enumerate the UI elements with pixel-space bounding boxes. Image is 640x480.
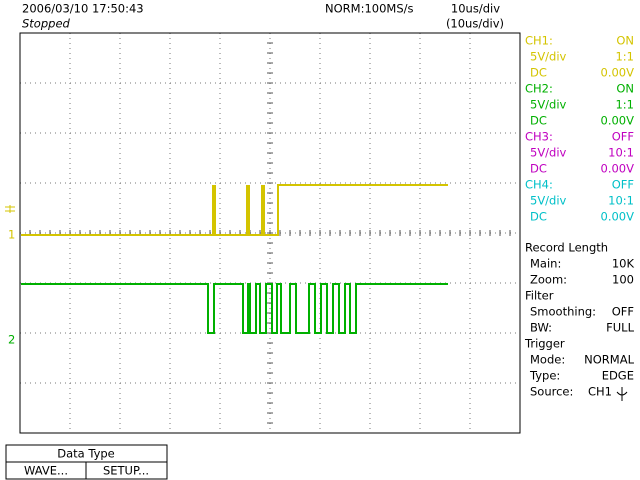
- setting-value: FULL: [606, 321, 634, 335]
- channel-offset: 0.00V: [601, 210, 635, 224]
- menu-button-label[interactable]: SETUP...: [103, 464, 149, 478]
- channel-probe: 1:1: [615, 50, 634, 64]
- channel-offset: 0.00V: [601, 162, 635, 176]
- setting-label: Zoom:: [530, 273, 567, 287]
- status: Stopped: [22, 17, 71, 31]
- ch1-trace: [21, 184, 448, 236]
- ch1-marker: 1: [8, 228, 15, 242]
- graticule: [19, 32, 521, 434]
- setting-value: 100: [612, 273, 634, 287]
- setting-value: EDGE: [602, 369, 634, 383]
- timebase: 10us/div: [451, 2, 500, 16]
- channel-scale: 5V/div: [530, 50, 567, 64]
- channel-coupling: DC: [530, 210, 547, 224]
- section-title: Filter: [525, 289, 554, 303]
- trigger-slope-icon: [616, 387, 628, 401]
- acquisition: NORM:100MS/s: [325, 2, 413, 16]
- setting-label: Smoothing:: [530, 305, 596, 319]
- channel-name: CH1:: [525, 34, 553, 48]
- section-title: Record Length: [525, 241, 608, 255]
- setting-value: CH1: [588, 385, 612, 399]
- graticule-border: [19, 32, 521, 434]
- setting-label: Source:: [530, 385, 573, 399]
- setting-label: Main:: [530, 257, 561, 271]
- trigger-level-marker: [5, 205, 15, 213]
- setting-label: Type:: [529, 369, 560, 383]
- channel-coupling: DC: [530, 162, 547, 176]
- channel-state: ON: [616, 82, 634, 96]
- channel-probe: 1:1: [615, 98, 634, 112]
- channel-name: CH3:: [525, 130, 553, 144]
- channel-state: OFF: [612, 130, 634, 144]
- setting-label: Mode:: [530, 353, 565, 367]
- channel-coupling: DC: [530, 114, 547, 128]
- setting-label: BW:: [530, 321, 552, 335]
- channel-offset: 0.00V: [601, 66, 635, 80]
- channel-coupling: DC: [530, 66, 547, 80]
- ch2-trace: [21, 283, 448, 334]
- setting-value: 10K: [612, 257, 635, 271]
- side-panel: CH1: ON 5V/div 1:1 DC 0.00V CH2: ON 5V/div 1:1 DC 0…: [524, 34, 635, 399]
- setting-value: OFF: [612, 305, 634, 319]
- menu-button-label[interactable]: WAVE...: [24, 464, 68, 478]
- section-title: Trigger: [524, 337, 565, 351]
- channel-offset: 0.00V: [601, 114, 635, 128]
- channel-scale: 5V/div: [530, 98, 567, 112]
- channel-state: OFF: [612, 178, 634, 192]
- channel-probe: 10:1: [608, 194, 634, 208]
- channel-scale: 5V/div: [530, 194, 567, 208]
- datetime: 2006/03/10 17:50:43: [22, 2, 144, 16]
- channel-name: CH2:: [525, 82, 553, 96]
- channel-scale: 5V/div: [530, 146, 567, 160]
- menu-button[interactable]: [85, 461, 168, 480]
- channel-probe: 10:1: [608, 146, 634, 160]
- setting-value: NORMAL: [584, 353, 634, 367]
- zoom-timebase: (10us/div): [446, 17, 504, 31]
- menu-title: Data Type: [57, 447, 115, 461]
- ch2-marker: 2: [8, 333, 15, 347]
- channel-state: ON: [616, 34, 634, 48]
- channel-name: CH4:: [525, 178, 553, 192]
